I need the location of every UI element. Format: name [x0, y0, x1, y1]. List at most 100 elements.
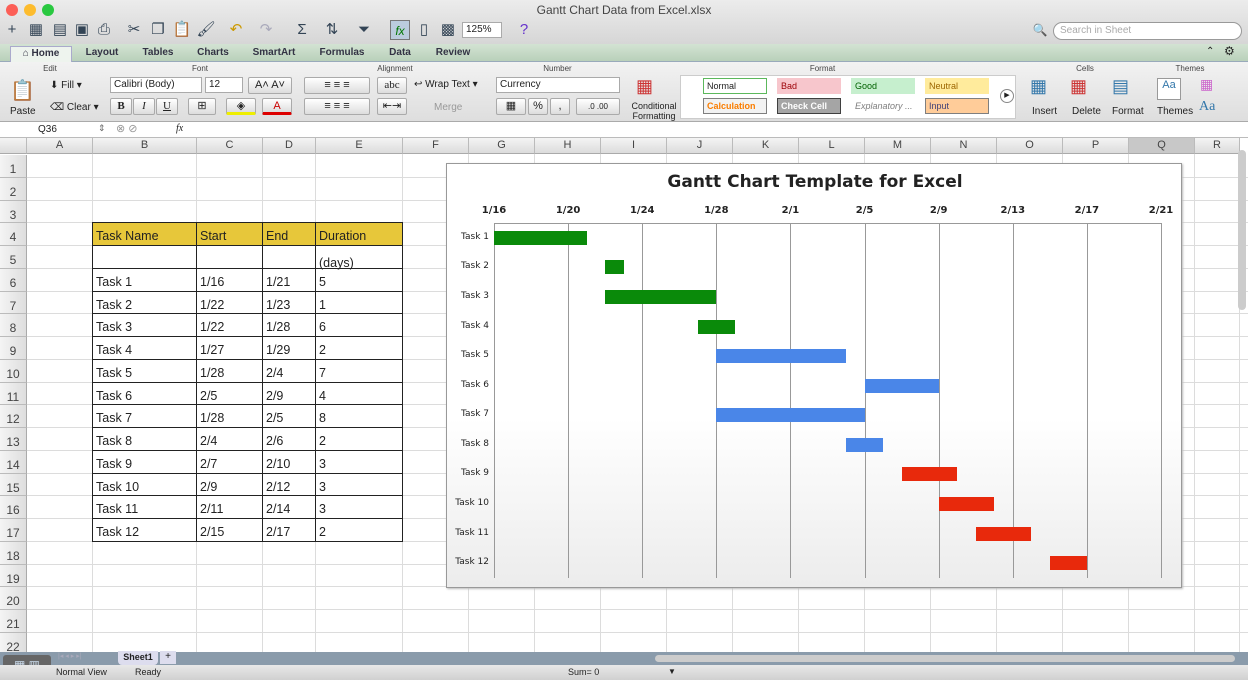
- spreadsheet-grid[interactable]: A B C D E F G H I J K L M N O P Q R 1 2 3 4 5 6 7 8 9 10 11 12 13 14 15 1…: [0, 138, 1248, 652]
- themes-icon[interactable]: Aa: [1157, 78, 1181, 100]
- table-cell[interactable]: 1/22: [196, 290, 263, 315]
- column-header-G[interactable]: G: [469, 138, 535, 154]
- gantt-bar-task-1[interactable]: [494, 230, 587, 245]
- row-header-8[interactable]: 8: [0, 314, 27, 338]
- gantt-bar-task-4[interactable]: [697, 319, 735, 334]
- search-input[interactable]: Search in Sheet: [1053, 22, 1242, 40]
- open-icon[interactable]: ▤: [52, 21, 68, 38]
- table-cell[interactable]: 7: [315, 358, 403, 383]
- font-size-select[interactable]: 12: [205, 77, 243, 93]
- table-cell[interactable]: 1: [315, 290, 403, 315]
- fill-button[interactable]: ⬇ Fill ▾: [50, 80, 82, 91]
- sum-dropdown-icon[interactable]: ▼: [668, 667, 676, 676]
- delete-cells-icon[interactable]: ▦: [1070, 76, 1088, 96]
- cell-style-bad[interactable]: Bad: [777, 78, 841, 94]
- table-cell[interactable]: 4: [315, 381, 403, 406]
- row-header-3[interactable]: 3: [0, 200, 27, 224]
- paste-button[interactable]: Paste: [10, 106, 36, 117]
- font-name-select[interactable]: Calibri (Body): [110, 77, 202, 93]
- table-cell[interactable]: Task 12: [92, 518, 197, 542]
- cell-style-check-cell[interactable]: Check Cell: [777, 98, 841, 114]
- format-button[interactable]: Format: [1112, 106, 1144, 117]
- table-header-cell[interactable]: Duration (days): [315, 222, 403, 270]
- row-header-4[interactable]: 4: [0, 223, 27, 247]
- cancel-entry-icon[interactable]: ⊗ ⊘: [116, 123, 138, 135]
- table-cell[interactable]: 2/7: [196, 449, 263, 474]
- table-cell[interactable]: 2/5: [196, 381, 263, 406]
- row-header-5[interactable]: 5: [0, 246, 27, 269]
- wrap-text-button[interactable]: ↩ Wrap Text ▾: [414, 79, 478, 90]
- theme-colors-icon[interactable]: ▦: [1200, 76, 1214, 92]
- templates-icon[interactable]: ▦: [28, 21, 44, 38]
- autosum-icon[interactable]: Σ: [297, 21, 307, 38]
- gantt-bar-task-6[interactable]: [864, 378, 939, 393]
- gantt-chart[interactable]: Gantt Chart Template for Excel 1/16 1/20 1…: [446, 163, 1182, 588]
- row-header-21[interactable]: 21: [0, 610, 27, 633]
- row-header-20[interactable]: 20: [0, 587, 27, 611]
- column-header-I[interactable]: I: [601, 138, 667, 154]
- table-cell[interactable]: 2/9: [196, 472, 263, 497]
- add-sheet-button[interactable]: +: [160, 651, 176, 664]
- cell-style-good[interactable]: Good: [851, 78, 915, 94]
- gear-icon[interactable]: ⚙: [1224, 44, 1235, 58]
- redo-icon[interactable]: ↷: [259, 21, 273, 38]
- minimize-window-button[interactable]: [24, 4, 36, 16]
- collapse-ribbon-icon[interactable]: ⌃: [1206, 46, 1215, 57]
- gantt-bar-task-2[interactable]: [605, 260, 624, 275]
- row-header-17[interactable]: 17: [0, 519, 27, 542]
- row-header-19[interactable]: 19: [0, 564, 27, 588]
- table-cell[interactable]: Task 4: [92, 336, 197, 360]
- zoom-window-button[interactable]: [42, 4, 54, 16]
- column-header-C[interactable]: C: [197, 138, 263, 154]
- font-color-button[interactable]: A: [262, 98, 292, 115]
- gantt-bar-task-11[interactable]: [975, 526, 1032, 541]
- table-cell[interactable]: Task 6: [92, 381, 197, 406]
- format-cells-icon[interactable]: ▤: [1112, 76, 1130, 96]
- horizontal-align-buttons[interactable]: ≡ ≡ ≡: [304, 98, 370, 115]
- new-icon[interactable]: +: [7, 21, 17, 38]
- table-cell[interactable]: 2: [315, 427, 403, 451]
- clear-button[interactable]: ⌫ Clear ▾: [50, 102, 99, 113]
- table-cell[interactable]: 1/16: [196, 267, 263, 292]
- table-cell[interactable]: 1/23: [262, 290, 316, 315]
- table-cell[interactable]: [315, 245, 403, 269]
- cell-style-calculation[interactable]: Calculation: [703, 98, 767, 114]
- gantt-bar-task-9[interactable]: [901, 467, 958, 482]
- table-cell[interactable]: 2/4: [196, 427, 263, 451]
- tab-charts[interactable]: Charts: [197, 47, 229, 58]
- cut-icon[interactable]: ✂: [127, 21, 141, 38]
- column-header-P[interactable]: P: [1063, 138, 1129, 154]
- sheet-tab-sheet1[interactable]: Sheet1: [118, 651, 158, 665]
- decimal-buttons[interactable]: .0 .00: [576, 98, 620, 115]
- column-header-O[interactable]: O: [997, 138, 1063, 154]
- table-cell[interactable]: 8: [315, 404, 403, 429]
- insert-cells-icon[interactable]: ▦: [1030, 76, 1048, 96]
- column-header-H[interactable]: H: [535, 138, 601, 154]
- table-cell[interactable]: 2/15: [196, 518, 263, 542]
- tab-review[interactable]: Review: [435, 47, 471, 58]
- format-painter-icon[interactable]: 🖌: [196, 21, 216, 38]
- row-header-7[interactable]: 7: [0, 291, 27, 315]
- table-cell[interactable]: 3: [315, 472, 403, 497]
- fill-color-button[interactable]: ◈: [226, 98, 256, 115]
- paste-icon[interactable]: 📋: [172, 21, 192, 38]
- row-header-12[interactable]: 12: [0, 405, 27, 429]
- row-header-18[interactable]: 18: [0, 541, 27, 565]
- sort-icon[interactable]: ⇅: [325, 21, 339, 38]
- status-sum[interactable]: Sum= 0: [568, 667, 600, 677]
- paste-button-icon[interactable]: 📋: [10, 80, 35, 102]
- row-header-10[interactable]: 10: [0, 359, 27, 383]
- table-cell[interactable]: Task 10: [92, 472, 197, 497]
- table-header-cell[interactable]: End: [262, 222, 316, 247]
- column-header-M[interactable]: M: [865, 138, 931, 154]
- gantt-bar-task-7[interactable]: [716, 408, 865, 423]
- row-header-2[interactable]: 2: [0, 177, 27, 201]
- table-cell[interactable]: 1/21: [262, 267, 316, 292]
- table-cell[interactable]: Task 2: [92, 290, 197, 315]
- row-header-9[interactable]: 9: [0, 337, 27, 360]
- tab-layout[interactable]: Layout: [85, 47, 119, 58]
- table-cell[interactable]: Task 9: [92, 449, 197, 474]
- vertical-align-buttons[interactable]: ≡ ≡ ≡: [304, 77, 370, 94]
- merge-button[interactable]: Merge: [434, 102, 463, 113]
- theme-fonts-button[interactable]: Aa: [1199, 99, 1216, 114]
